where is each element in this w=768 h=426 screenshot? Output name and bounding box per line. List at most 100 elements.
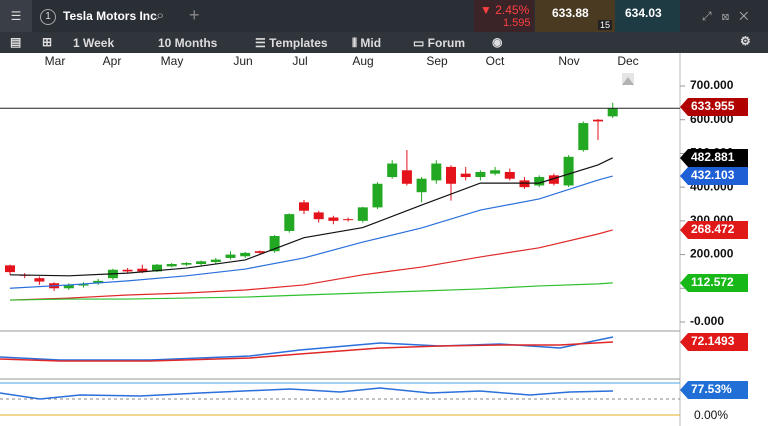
price-type[interactable]: ⫴ Mid: [352, 36, 382, 50]
badge-label: 482.881: [691, 150, 735, 164]
candle-body: [593, 119, 603, 122]
badge: [680, 274, 748, 292]
month-label: Apr: [103, 54, 122, 68]
forum-text: Forum: [427, 36, 466, 50]
month-label: Jun: [233, 54, 252, 68]
forum[interactable]: ▭ Forum: [413, 36, 466, 50]
change: 1.595: [503, 17, 531, 29]
candle-body: [357, 207, 368, 221]
candle-body: [313, 212, 324, 220]
candle-body: [137, 268, 148, 272]
templates-text: Templates: [269, 36, 328, 50]
month-label: Aug: [352, 54, 373, 68]
badge-label: 432.103: [691, 168, 735, 182]
change-pct: ▼ 2.45%: [480, 3, 530, 17]
candle-body: [181, 263, 192, 265]
badge: [680, 149, 748, 167]
chart: Mar Apr May Jun Jul Aug Sep Oct Nov Dec700.000600…: [0, 53, 748, 426]
buy: 634.03: [625, 6, 662, 20]
menu[interactable]: ☰: [0, 0, 32, 32]
rsi-line: [0, 387, 614, 400]
candle-body: [416, 178, 427, 193]
badge-label: 633.955: [691, 99, 735, 113]
candle-body: [563, 156, 574, 186]
candle-body: [534, 177, 545, 186]
slot: 1: [40, 9, 56, 25]
candle-body: [490, 170, 501, 174]
candle-body: [372, 183, 383, 208]
candle-body: [122, 269, 133, 272]
list-icon[interactable]: ▤: [10, 35, 22, 49]
price-type-text: Mid: [360, 36, 382, 50]
month-label: May: [161, 54, 184, 68]
candle-body: [152, 264, 162, 272]
sell: 633.88: [552, 6, 589, 20]
candle-body: [460, 173, 471, 178]
candle-body: [343, 219, 354, 221]
spread: 15: [598, 20, 613, 30]
candle-body: [210, 259, 221, 262]
marker-bg: [622, 73, 634, 85]
badge: [680, 167, 748, 185]
candle-body: [284, 214, 295, 231]
candle-body: [78, 284, 89, 286]
month-label: Oct: [486, 54, 505, 68]
month-label: Nov: [558, 54, 579, 68]
badge: [680, 333, 748, 351]
candle-body: [240, 252, 251, 257]
badge: [680, 381, 748, 399]
layout-icon[interactable]: ⊞: [42, 35, 53, 49]
change-box: [474, 0, 534, 32]
candle-body: [63, 284, 74, 289]
badge: [680, 98, 748, 116]
candle-body: [578, 123, 589, 151]
candle-body: [5, 265, 15, 273]
settings[interactable]: ⚙: [740, 34, 751, 48]
candle-body: [225, 254, 236, 258]
candle-body: [328, 217, 339, 221]
month-label: Mar: [45, 54, 66, 68]
candle-body: [548, 175, 559, 184]
macd-line: [0, 336, 614, 361]
rsi-floor-label: 0.00%: [694, 408, 728, 422]
window-buttons[interactable]: ⤢ ⊠ ✕: [702, 9, 749, 23]
change-pct-text: 2.45%: [495, 3, 530, 17]
candle-body: [166, 264, 177, 267]
candle-body: [34, 278, 45, 282]
badge-label: 72.1493: [691, 334, 735, 348]
candle-body: [93, 280, 104, 284]
badge-label: 112.572: [691, 275, 734, 289]
view[interactable]: ◉: [492, 35, 503, 49]
candle-body: [401, 170, 412, 184]
month-label: Jul: [292, 54, 307, 68]
candle-body: [299, 202, 309, 211]
instrument[interactable]: Tesla Motors Inc: [63, 9, 157, 23]
month-label: Sep: [426, 54, 448, 68]
candle-body: [504, 171, 515, 179]
templates[interactable]: ☰ Templates: [255, 36, 328, 50]
moving-average: [9, 282, 613, 301]
candle-body: [475, 171, 486, 178]
moving-average: [9, 175, 613, 289]
month-label: Dec: [617, 54, 638, 68]
badge-label: 77.53%: [691, 382, 732, 396]
candle-body: [446, 166, 456, 184]
y-tick-label: 200.000: [690, 247, 734, 261]
candle-body: [607, 108, 618, 117]
range[interactable]: 10 Months: [158, 36, 218, 50]
moving-average: [9, 229, 613, 301]
y-tick-label: -0.000: [690, 314, 724, 328]
buy-box[interactable]: [615, 0, 680, 32]
add[interactable]: +: [189, 5, 200, 25]
candle-body: [387, 163, 398, 178]
badge: [680, 221, 748, 239]
interval[interactable]: 1 Week: [73, 36, 115, 50]
candle-body: [431, 163, 442, 181]
badge-label: 268.472: [691, 222, 735, 236]
candle-body: [254, 251, 265, 253]
search[interactable]: ⌕: [156, 7, 165, 24]
signal-line: [0, 341, 614, 362]
candle-body: [269, 236, 280, 252]
y-tick-label: 700.000: [690, 78, 734, 92]
top-bar: ☰ 1 Tesla Motors Inc ⌕ + ▼ 2.45% 1.595 6…: [0, 0, 768, 32]
